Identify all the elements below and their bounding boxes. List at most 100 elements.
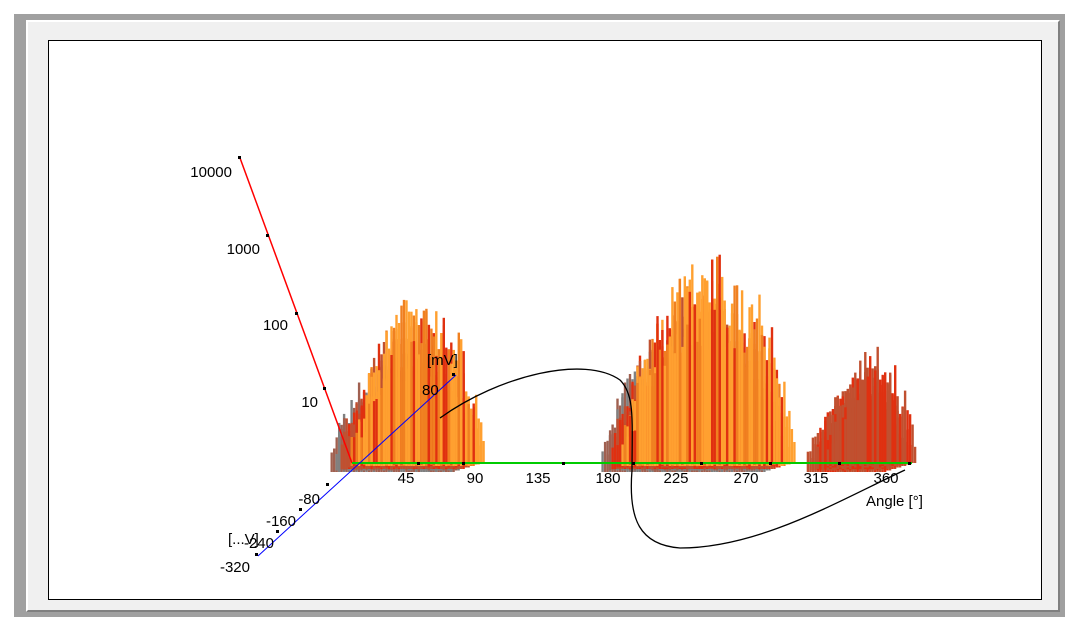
bar: [613, 433, 617, 469]
bar: [708, 302, 711, 463]
bar: [861, 380, 864, 463]
bar: [703, 278, 706, 463]
bar: [628, 415, 632, 465]
bar: [809, 451, 812, 472]
y-tick-marks: [238, 156, 326, 390]
bar: [728, 342, 731, 463]
bar: [661, 330, 664, 463]
bar: [348, 436, 351, 468]
bar: [616, 445, 619, 468]
x-tick-label: 360: [873, 470, 898, 487]
bar: [743, 352, 746, 463]
bar: [683, 336, 686, 463]
bar: [380, 388, 383, 463]
bar: [896, 396, 899, 463]
bar: [911, 424, 914, 463]
bar: [462, 351, 465, 463]
bar: [733, 348, 736, 463]
bar: [382, 353, 386, 463]
bar: [785, 416, 789, 463]
bar: [811, 437, 815, 472]
bar: [345, 448, 348, 468]
bar: [748, 307, 751, 463]
bar: [452, 372, 455, 463]
z-axis-title: [mV]: [427, 352, 458, 369]
bar: [658, 349, 662, 463]
x-tick-label: 225: [663, 470, 688, 487]
x-axis-title: Angle [°]: [866, 493, 923, 510]
bar: [681, 346, 684, 463]
bar: [780, 397, 784, 463]
bar: [819, 447, 822, 469]
bar: [358, 421, 361, 465]
bar: [901, 407, 904, 463]
bar: [864, 352, 867, 463]
bar: [648, 375, 652, 463]
bar: [470, 408, 473, 463]
bar: [750, 333, 754, 463]
bar: [646, 358, 649, 463]
bar: [445, 347, 448, 463]
bar: [435, 355, 438, 463]
bar: [814, 444, 817, 471]
bar: [881, 374, 884, 463]
bar: [673, 353, 677, 463]
bar: [601, 451, 604, 472]
bar: [603, 441, 607, 472]
bar: [866, 376, 869, 463]
bar: [755, 361, 759, 463]
bar: [730, 303, 734, 463]
bars-layer: [330, 254, 917, 472]
bar: [869, 396, 872, 463]
bar: [360, 437, 363, 463]
bar: [385, 331, 388, 463]
z-tick-label: -80: [298, 491, 320, 508]
bar: [874, 370, 877, 463]
bar: [668, 336, 672, 463]
bar: [663, 365, 667, 463]
bar: [343, 431, 346, 469]
z-tick-label: -320: [220, 559, 250, 576]
bar: [410, 341, 413, 463]
bar: [753, 329, 756, 463]
bar: [846, 388, 850, 463]
bar: [405, 300, 408, 463]
bar: [392, 327, 396, 463]
bar: [363, 432, 366, 463]
bar: [740, 290, 744, 463]
bar: [395, 329, 398, 463]
bar: [770, 327, 774, 463]
bar: [623, 425, 627, 466]
bar: [824, 431, 827, 468]
bar: [826, 449, 830, 466]
bar: [638, 377, 642, 463]
bar: [430, 328, 433, 463]
bar: [372, 401, 376, 463]
bar: [723, 300, 726, 463]
bar: [425, 308, 428, 463]
bar: [460, 339, 463, 463]
bar: [387, 373, 391, 463]
bar: [773, 357, 776, 463]
bar: [859, 360, 862, 463]
bar: [871, 386, 874, 463]
bar: [836, 409, 840, 465]
bar: [440, 333, 443, 463]
bar: [671, 287, 674, 463]
x-tick-label: 180: [595, 470, 620, 487]
bar: [894, 365, 897, 463]
z-axis-line: [257, 374, 457, 557]
bar: [856, 400, 859, 463]
bar: [633, 430, 637, 463]
bar: [422, 310, 426, 463]
bar: [889, 372, 892, 463]
bar: [365, 395, 368, 463]
bar: [477, 418, 480, 463]
bar: [806, 451, 810, 472]
bar: [886, 382, 889, 463]
bar: [338, 436, 341, 471]
x-tick-label: 315: [803, 470, 828, 487]
bar: [831, 443, 835, 465]
bar: [691, 264, 694, 463]
bar: [908, 414, 912, 463]
